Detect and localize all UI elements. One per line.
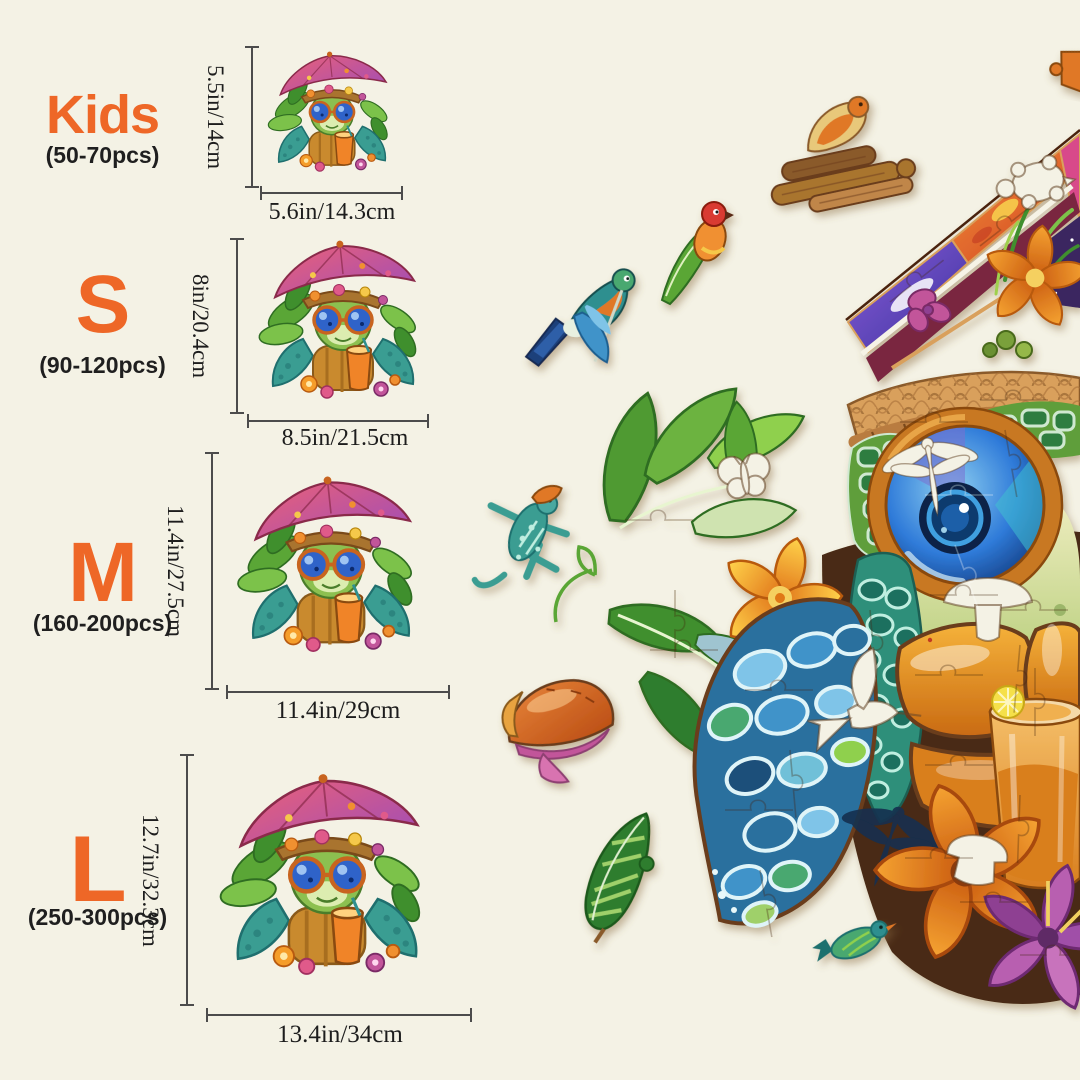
magenta-flower: [907, 288, 952, 333]
mushroom-blob-cutout: [946, 834, 1009, 887]
width-dimension-m: 11.4in/29cm: [275, 697, 401, 724]
corner-piece: [1049, 50, 1080, 94]
turtle-puzzle-thumbnail-kids: [256, 46, 408, 184]
turtle-flipper: [692, 597, 878, 928]
size-label-l: L: [69, 816, 126, 921]
size-pieces-m: (160-200pcs): [32, 610, 173, 636]
width-dimension-kids: 5.6in/14.3cm: [268, 199, 396, 225]
height-dimension-kids: 5.5in/14cm: [203, 64, 228, 170]
driftwood-bird-piece: [770, 95, 917, 213]
size-label-s: S: [75, 259, 131, 350]
turtle-puzzle-thumbnail-s: [242, 234, 444, 414]
whimsy-cutouts: [716, 154, 1077, 887]
plumeria-flower-top: [981, 222, 1080, 333]
hummingbird-piece: [524, 268, 636, 367]
height-ruler-s: [230, 238, 244, 414]
butterfly-cutout: [716, 452, 771, 500]
turtle-puzzle-thumbnail-m: [220, 452, 442, 686]
turtle-eye: [866, 406, 1064, 604]
width-ruler-s: [247, 414, 429, 428]
height-dimension-s: 8in/20.4cm: [188, 273, 213, 379]
puzzle-artwork-detail: [471, 50, 1080, 1015]
small-bird-piece: [812, 920, 897, 962]
size-label-m: M: [68, 525, 138, 619]
umbrella-icon: [845, 129, 1080, 382]
height-dimension-l: 12.7in/32.3cm: [138, 813, 163, 947]
size-pieces-kids: (50-70pcs): [45, 142, 160, 168]
height-ruler-m: [205, 452, 219, 690]
size-label-kids: Kids: [45, 85, 160, 145]
gecko-piece: [471, 484, 570, 589]
width-dimension-s: 8.5in/21.5cm: [281, 425, 409, 451]
parrot-piece: [660, 201, 734, 306]
purple-flower: [976, 860, 1080, 1015]
lemon-wedge-icon: [991, 685, 1025, 719]
height-ruler-kids: [245, 46, 259, 188]
mushroom-piece: [501, 679, 615, 784]
height-dimension-m: 11.4in/27.5cm: [163, 504, 188, 638]
width-ruler-l: [206, 1008, 472, 1022]
turtle-puzzle-thumbnail-l: [200, 754, 454, 1006]
size-pieces-l: (250-300pcs): [27, 904, 168, 930]
leaf-piece: [584, 812, 655, 944]
width-dimension-l: 13.4in/34cm: [277, 1021, 403, 1048]
turtle-cutout: [995, 154, 1077, 211]
size-pieces-s: (90-120pcs): [39, 352, 166, 378]
hummingbird-cutout: [807, 647, 922, 754]
width-ruler-m: [226, 685, 450, 699]
height-ruler-l: [180, 754, 194, 1006]
width-ruler-kids: [260, 186, 403, 200]
lime-fruits: [982, 330, 1033, 359]
